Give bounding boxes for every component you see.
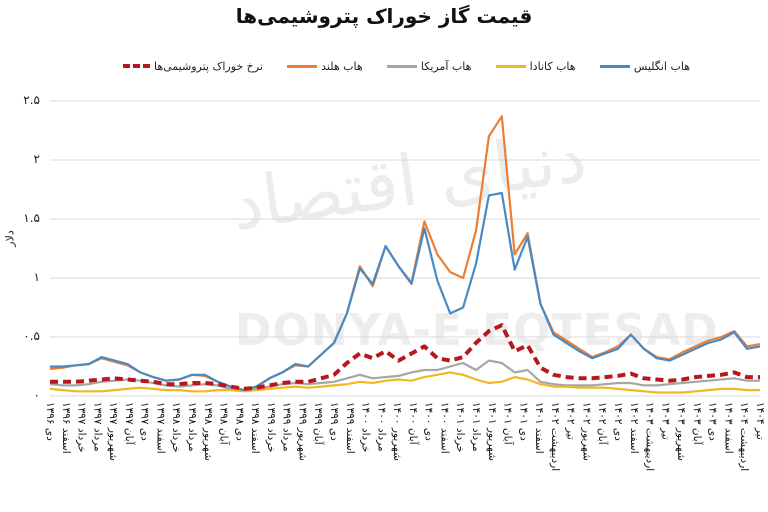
x-tick-label: مرداد ۱۳۹۷ — [91, 402, 104, 452]
y-tick-label: ۱ — [33, 270, 40, 284]
x-tick-label: اردیبهشت ۱۴۰۴ — [738, 402, 751, 472]
x-tick-label: خرداد ۱۴۰۱ — [454, 402, 467, 453]
x-tick-label: شهریور ۱۳۹۸ — [201, 402, 214, 461]
x-tick-label: اردیبهشت ۱۴۰۳ — [643, 402, 656, 472]
legend-swatch-icon — [599, 64, 630, 68]
legend-label: هاب هلند — [321, 59, 363, 73]
series-line — [50, 323, 760, 391]
watermark-english: DONYA-E-EQTESAD — [235, 305, 719, 356]
x-tick-label: آبان ۱۴۰۳ — [690, 402, 703, 445]
x-tick-label: اسفند ۱۴۰۳ — [722, 402, 735, 454]
x-tick-label: خرداد ۱۳۹۷ — [75, 402, 88, 453]
x-tick-label: دی ۱۳۹۷ — [138, 402, 151, 441]
legend-label: نرخ خوراک پتروشیمی‌ها — [154, 59, 263, 73]
x-tick-label: مرداد ۱۴۰۱ — [470, 402, 482, 452]
legend-swatch-icon — [120, 64, 150, 68]
x-tick-label: مرداد ۱۴۰۰ — [375, 402, 388, 452]
legend-item: هاب انگلیس — [599, 59, 690, 73]
chart-title: قیمت گاز خوراک پتروشیمی‌ها — [235, 4, 533, 28]
x-tick-label: آبان ۱۴۰۲ — [596, 402, 609, 445]
y-tick-label: ۲ — [33, 152, 40, 166]
x-tick-label: اسفند ۱۳۹۹ — [343, 402, 356, 454]
x-tick-label: اسفند ۱۳۹۸ — [249, 402, 262, 454]
x-tick-label: خرداد ۱۳۹۸ — [170, 402, 183, 453]
legend-swatch-icon — [386, 64, 417, 68]
x-tick-label: دی ۱۴۰۰ — [422, 402, 435, 441]
x-tick-label: شهریور ۱۴۰۳ — [675, 402, 688, 461]
x-tick-label: شهریور ۱۳۹۷ — [107, 402, 120, 461]
legend-item: هاب کانادا — [495, 59, 576, 73]
x-tick-label: مرداد ۱۳۹۹ — [280, 402, 293, 452]
x-tick-label: آبان ۱۴۰۰ — [406, 402, 419, 445]
x-tick-label: شهریور ۱۴۰۱ — [485, 402, 498, 461]
series-line — [49, 115, 761, 392]
x-tick-label: دی ۱۴۰۳ — [706, 402, 719, 441]
x-tick-label: دی ۱۴۰۱ — [517, 402, 530, 441]
x-tick-label: اسفند ۱۴۰۰ — [438, 402, 451, 454]
x-tick-label: اسفند ۱۳۹۷ — [154, 402, 167, 454]
y-tick-label: ۲.۵ — [23, 93, 40, 107]
legend-item: هاب آمریکا — [386, 59, 472, 73]
x-tick-label: دی ۱۴۰۲ — [612, 402, 624, 441]
series-line — [50, 191, 761, 392]
x-tick-label: آبان ۱۳۹۷ — [122, 402, 135, 445]
x-tick-label: خرداد ۱۳۹۹ — [264, 402, 277, 453]
legend-swatch-icon — [495, 64, 526, 68]
y-axis-label: دلار — [3, 230, 17, 247]
legend-label: هاب آمریکا — [420, 59, 472, 73]
legend-item: نرخ خوراک پتروشیمی‌ها — [120, 60, 263, 73]
legend-swatch-icon — [287, 64, 318, 68]
x-tick-label: مرداد ۱۳۹۸ — [186, 402, 198, 452]
x-tick-label: اسفند ۱۴۰۱ — [533, 402, 546, 454]
x-tick-label: اسفند ۱۳۹۶ — [59, 402, 72, 454]
x-tick-label: دی ۱۳۹۹ — [328, 402, 340, 441]
chart-legend: هاب انگلیس هاب کانادا هاب آمریکا هاب هلند نر… — [120, 56, 690, 76]
x-tick-label: آبان ۱۳۹۹ — [312, 402, 325, 445]
y-tick-label: ۰ — [33, 388, 40, 402]
legend-label: هاب انگلیس — [633, 59, 690, 73]
x-axis-labels: دی ۱۳۹۶ اسفند ۱۳۹۶ خرداد ۱۳۹۷ مرداد ۱۳۹۷ شهر… — [0, 402, 768, 512]
x-tick-label: اسفند ۱۴۰۲ — [627, 402, 640, 454]
x-tick-label: تیر ۱۴۰۲ — [564, 402, 577, 440]
legend-label: هاب کانادا — [529, 59, 576, 73]
y-tick-label: ۱.۵ — [23, 211, 40, 225]
x-tick-label: دی ۱۳۹۸ — [233, 402, 246, 441]
x-tick-label: شهریور ۱۴۰۰ — [391, 402, 404, 461]
x-tick-label: تیر ۱۴۰۳ — [659, 402, 672, 440]
x-tick-label: اردیبهشت ۱۴۰۲ — [548, 402, 561, 472]
x-tick-label: آبان ۱۳۹۸ — [217, 402, 230, 445]
y-tick-label: ۰.۵ — [23, 329, 40, 343]
x-tick-label: آبان ۱۴۰۱ — [501, 402, 514, 445]
series-line — [49, 359, 760, 392]
x-tick-label: شهریور ۱۳۹۹ — [296, 402, 309, 461]
x-tick-label: دی ۱۳۹۶ — [44, 402, 56, 441]
series-line — [49, 371, 760, 394]
legend-item: هاب هلند — [287, 60, 363, 73]
x-tick-label: خرداد ۱۴۰۰ — [359, 402, 372, 453]
x-tick-label: شهریور ۱۴۰۲ — [580, 402, 593, 461]
x-tick-label: تیر ۱۴۰۴ — [754, 402, 766, 440]
